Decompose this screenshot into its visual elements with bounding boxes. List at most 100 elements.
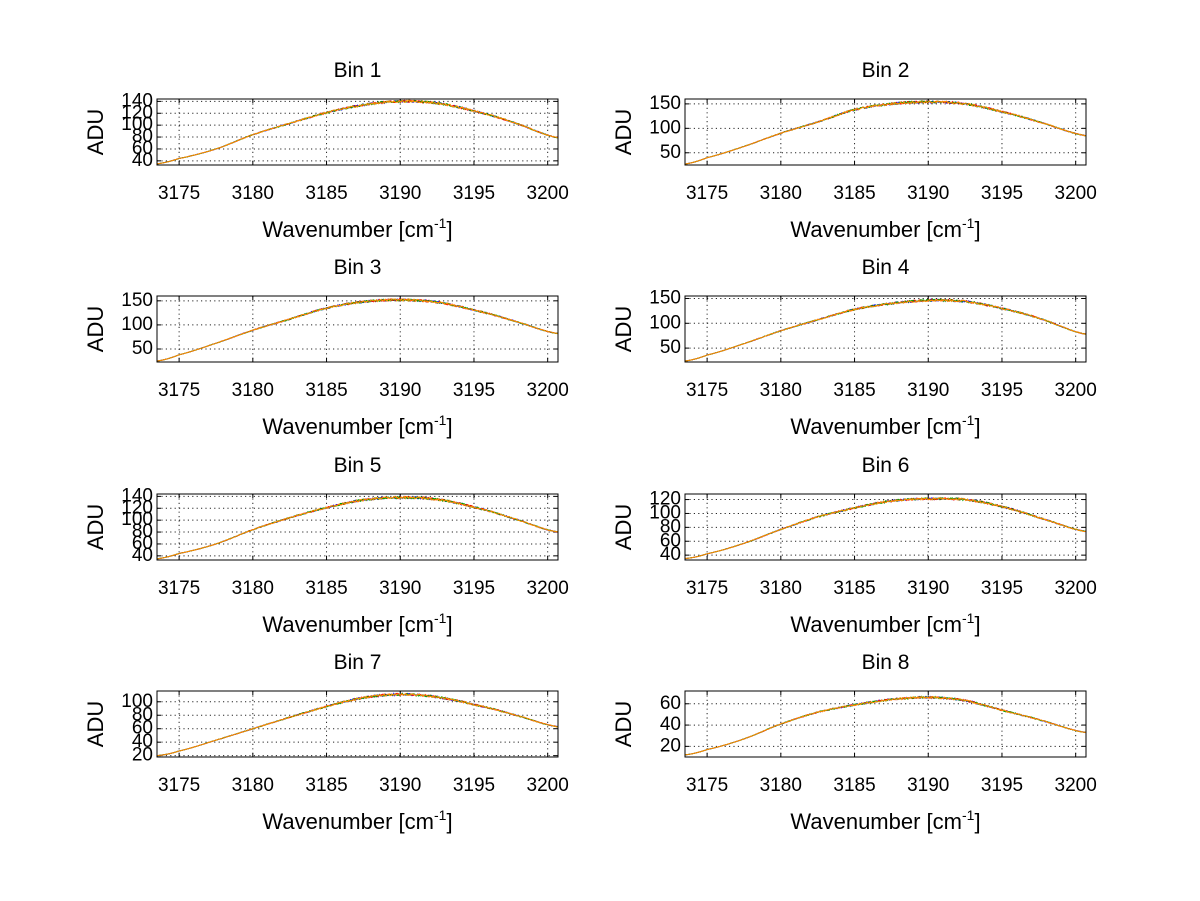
series-line-4 [685,496,1086,560]
y-tick-label: 100 [121,314,153,335]
chart-title: Bin 6 [862,454,910,477]
series-line-2 [685,298,1086,362]
series-line-2 [157,692,558,757]
x-tick-label: 3200 [527,380,569,401]
x-tick-label: 3200 [1055,578,1097,599]
y-axis-label: ADU [611,701,636,747]
x-axis-label-superscript: -1 [962,610,975,626]
x-axis-label-end: ] [974,809,980,834]
series-line-3 [157,495,558,560]
x-axis-label-end: ] [446,217,452,242]
x-tick-label: 3190 [379,183,421,204]
x-tick-label: 3175 [158,380,200,401]
series-line-2 [685,496,1086,560]
x-tick-label: 3195 [453,380,495,401]
y-tick-label: 100 [649,502,681,523]
plot-frame [156,98,559,166]
x-axis-label-text: Wavenumber [cm [790,612,962,637]
y-tick-label: 50 [660,142,681,163]
y-tick-label: 60 [660,693,681,714]
chart-bin-7: Bin 7 ADU 3175 3180 3185 3190 3195 3200 20406080… [83,651,569,834]
y-tick-label: 100 [121,509,153,530]
x-tick-label: 3200 [1055,380,1097,401]
x-tick-label: 3190 [907,380,949,401]
chart-bin-1: Bin 1 ADU 3175 3180 3185 3190 3195 3200 40608010… [83,59,569,242]
y-tick-label: 140 [121,485,153,506]
series-line-2 [685,100,1086,165]
x-axis-label: Wavenumber [cm-1] [790,610,980,637]
chart-bin-5: Bin 5 ADU 3175 3180 3185 3190 3195 3200 40608010… [83,454,569,637]
series-line-1 [157,298,558,362]
x-tick-label: 3200 [527,578,569,599]
y-tick-label: 150 [649,287,681,308]
x-tick-label: 3190 [379,380,421,401]
x-tick-label: 3195 [981,775,1023,796]
x-tick-label: 3185 [305,775,347,796]
x-axis-label-text: Wavenumber [cm [262,809,434,834]
x-axis-label-superscript: -1 [434,807,447,823]
y-tick-label: 80 [132,126,153,147]
series-line-1 [685,497,1086,560]
series-line-2 [157,99,558,165]
y-tick-label: 60 [660,530,681,551]
x-axis-label-end: ] [446,809,452,834]
chart-title: Bin 7 [334,651,382,674]
y-tick-label: 40 [132,150,153,171]
series-line-1 [157,496,558,560]
chart-title: Bin 4 [862,256,910,279]
x-tick-label: 3195 [453,775,495,796]
x-tick-label: 3190 [907,183,949,204]
series-line-3 [157,692,558,757]
y-tick-label: 150 [649,93,681,114]
y-axis-label: ADU [611,306,636,352]
x-tick-label: 3195 [981,578,1023,599]
y-tick-label: 120 [649,489,681,510]
x-tick-label: 3185 [305,380,347,401]
x-axis-label-end: ] [446,612,452,637]
x-tick-label: 3180 [232,183,274,204]
chart-title: Bin 3 [334,256,382,279]
x-tick-label: 3175 [686,380,728,401]
x-tick-label: 3195 [453,183,495,204]
x-axis-label-text: Wavenumber [cm [790,217,962,242]
series-line-4 [157,297,558,362]
y-axis-label: ADU [83,504,108,550]
y-tick-label: 50 [660,337,681,358]
y-tick-label: 100 [649,312,681,333]
series-line-4 [685,100,1086,165]
x-tick-label: 3180 [760,380,802,401]
x-axis-label-text: Wavenumber [cm [790,809,962,834]
series-line-1 [685,298,1086,362]
y-tick-label: 100 [121,114,153,135]
y-tick-label: 20 [660,735,681,756]
chart-title: Bin 2 [862,59,910,82]
plot-frame [684,295,1087,363]
x-axis-label-end: ] [446,414,452,439]
x-axis-label: Wavenumber [cm-1] [790,215,980,242]
x-tick-label: 3200 [1055,775,1097,796]
x-axis-label-superscript: -1 [962,412,975,428]
x-axis-label-end: ] [974,414,980,439]
x-axis-label-end: ] [974,612,980,637]
x-tick-label: 3175 [686,183,728,204]
x-tick-label: 3175 [158,578,200,599]
series-line-4 [685,695,1086,756]
chart-bin-2: Bin 2 ADU 3175 3180 3185 3190 3195 3200 50 100 150… [611,59,1097,242]
y-tick-label: 100 [121,691,153,712]
x-tick-label: 3185 [833,183,875,204]
x-tick-label: 3180 [760,578,802,599]
series-line-4 [685,298,1086,362]
x-tick-label: 3180 [232,775,274,796]
x-axis-label: Wavenumber [cm-1] [262,807,452,834]
plot-frame [684,493,1087,561]
y-tick-label: 150 [121,290,153,311]
chart-bin-4: Bin 4 ADU 3175 3180 3185 3190 3195 3200 50 100 150… [611,256,1097,439]
series-line-2 [685,695,1086,756]
y-tick-label: 120 [121,102,153,123]
chart-title: Bin 5 [334,454,382,477]
chart-bin-6: Bin 6 ADU 3175 3180 3185 3190 3195 3200 40608010… [611,454,1097,637]
x-tick-label: 3175 [158,775,200,796]
series-line-3 [685,695,1086,756]
series-line-2 [157,495,558,560]
